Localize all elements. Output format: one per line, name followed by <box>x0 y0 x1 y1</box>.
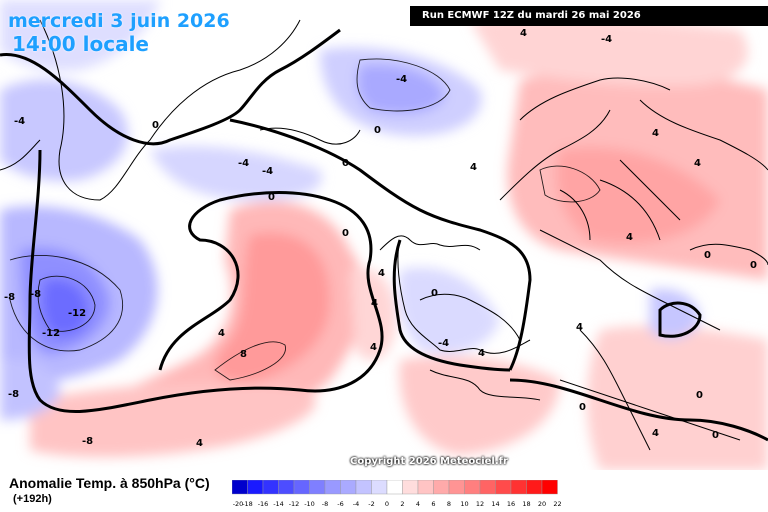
color-scale-swatch <box>448 480 465 495</box>
contour-label: -4 <box>438 338 449 349</box>
color-scale-tick-label: 0 <box>385 500 389 508</box>
color-scale-swatch <box>495 480 512 495</box>
color-scale-swatch <box>433 480 450 495</box>
color-scale-swatch <box>247 480 264 495</box>
color-scale-tick-label: -16 <box>258 500 269 508</box>
color-scale-tick-label: -20 <box>233 500 244 508</box>
contour-label: 4 <box>694 158 701 169</box>
forecast-lead-time: (+192h) <box>13 493 52 505</box>
color-scale-swatch <box>402 480 419 495</box>
contour-label: -4 <box>262 166 273 177</box>
contour-label: 0 <box>579 402 586 413</box>
contour-label: 4 <box>371 298 378 309</box>
color-scale-tick-label: -12 <box>289 500 300 508</box>
color-scale-tick-label: 18 <box>522 500 530 508</box>
contour-label: -4 <box>238 158 249 169</box>
contour-label: 0 <box>342 158 349 169</box>
contour-label: -8 <box>4 292 15 303</box>
color-scale-swatch <box>309 480 326 495</box>
color-scale-tick-label: 6 <box>431 500 435 508</box>
color-scale-tick-label: -14 <box>273 500 284 508</box>
color-scale-tick-label: -10 <box>304 500 315 508</box>
contour-label: 0 <box>431 288 438 299</box>
color-scale-swatch <box>371 480 388 495</box>
color-scale-tick-label: -8 <box>322 500 328 508</box>
contour-label: 4 <box>378 268 385 279</box>
color-scale-tick-label: 22 <box>553 500 561 508</box>
color-scale-swatch <box>340 480 357 495</box>
color-scale-tick-label: 10 <box>460 500 468 508</box>
forecast-local-time: 14:00 locale <box>12 32 149 56</box>
contour-label: -8 <box>30 289 41 300</box>
contour-label: -8 <box>82 436 93 447</box>
color-scale-tick-label: -4 <box>353 500 359 508</box>
temperature-anomaly-map: 0 0 0 0 0 0 0 0 0 0 0 4 4 4 4 4 4 4 4 4 … <box>0 0 768 470</box>
contour-label: -12 <box>68 308 86 319</box>
color-scale-bar: -20-18 -16 -14 -12 -10 -8 -6 -4 -2 0 2 4 6 8 10 12 14 16 1… <box>232 480 562 508</box>
color-scale-swatch <box>293 480 310 495</box>
contour-label: 4 <box>478 348 485 359</box>
color-scale-swatch <box>526 480 543 495</box>
color-scale-tick-label: -18 <box>242 500 253 508</box>
contour-label: 4 <box>370 342 377 353</box>
isolines <box>9 58 601 381</box>
color-scale-swatch <box>417 480 434 495</box>
color-scale-swatch <box>262 480 279 495</box>
contour-label: 4 <box>470 162 477 173</box>
color-scale-tick-label: 20 <box>538 500 546 508</box>
color-scale-swatch <box>541 480 558 495</box>
model-run-label: Run ECMWF 12Z du mardi 26 mai 2026 <box>410 6 768 26</box>
color-scale-tick-label: -6 <box>337 500 343 508</box>
color-scale-tick-label: 12 <box>476 500 484 508</box>
contour-label: -4 <box>601 34 612 45</box>
coastlines <box>0 19 768 451</box>
color-scale-swatch <box>324 480 341 495</box>
contour-label: 0 <box>374 125 381 136</box>
color-scale-tick-label: 4 <box>416 500 420 508</box>
color-scale-tick-label: 2 <box>400 500 404 508</box>
contour-label: 4 <box>652 428 659 439</box>
zero-isotherm <box>0 28 768 442</box>
contour-label: 0 <box>152 120 159 131</box>
contour-label: 4 <box>520 28 527 39</box>
color-scale-swatch <box>386 480 403 495</box>
color-scale-swatch <box>355 480 372 495</box>
contour-label: 0 <box>342 228 349 239</box>
contour-label: 4 <box>652 128 659 139</box>
color-scale-tick-label: 16 <box>507 500 515 508</box>
color-scale-tick-label: 8 <box>447 500 451 508</box>
color-scale-swatch <box>510 480 527 495</box>
legend-title: Anomalie Temp. à 850hPa (°C) <box>9 475 210 491</box>
contour-label: -4 <box>396 74 407 85</box>
contour-label: -4 <box>14 116 25 127</box>
contour-label: 0 <box>712 430 719 441</box>
forecast-date: mercredi 3 juin 2026 <box>8 10 230 32</box>
contour-label: 0 <box>268 192 275 203</box>
color-scale-tick-label: -2 <box>368 500 374 508</box>
copyright-notice: Copyright 2026 Meteociel.fr <box>350 456 508 467</box>
color-scale-tick-label: 14 <box>491 500 499 508</box>
contour-label: 4 <box>576 322 583 333</box>
contour-label: 0 <box>704 250 711 261</box>
contour-label: 4 <box>218 328 225 339</box>
color-scale-swatch <box>232 480 248 495</box>
contour-label: 0 <box>696 390 703 401</box>
contour-label: -8 <box>8 389 19 400</box>
contour-label: 0 <box>750 260 757 271</box>
color-scale-swatch <box>278 480 295 495</box>
contour-labels: 0 0 0 0 0 0 0 0 0 0 0 4 4 4 4 4 4 4 4 4 … <box>4 28 757 449</box>
color-scale-swatch <box>464 480 481 495</box>
contour-label: 8 <box>240 349 247 360</box>
contour-label: 4 <box>196 438 203 449</box>
contour-label: -12 <box>42 328 60 339</box>
color-scale-swatch <box>479 480 496 495</box>
contour-label: 4 <box>626 232 633 243</box>
